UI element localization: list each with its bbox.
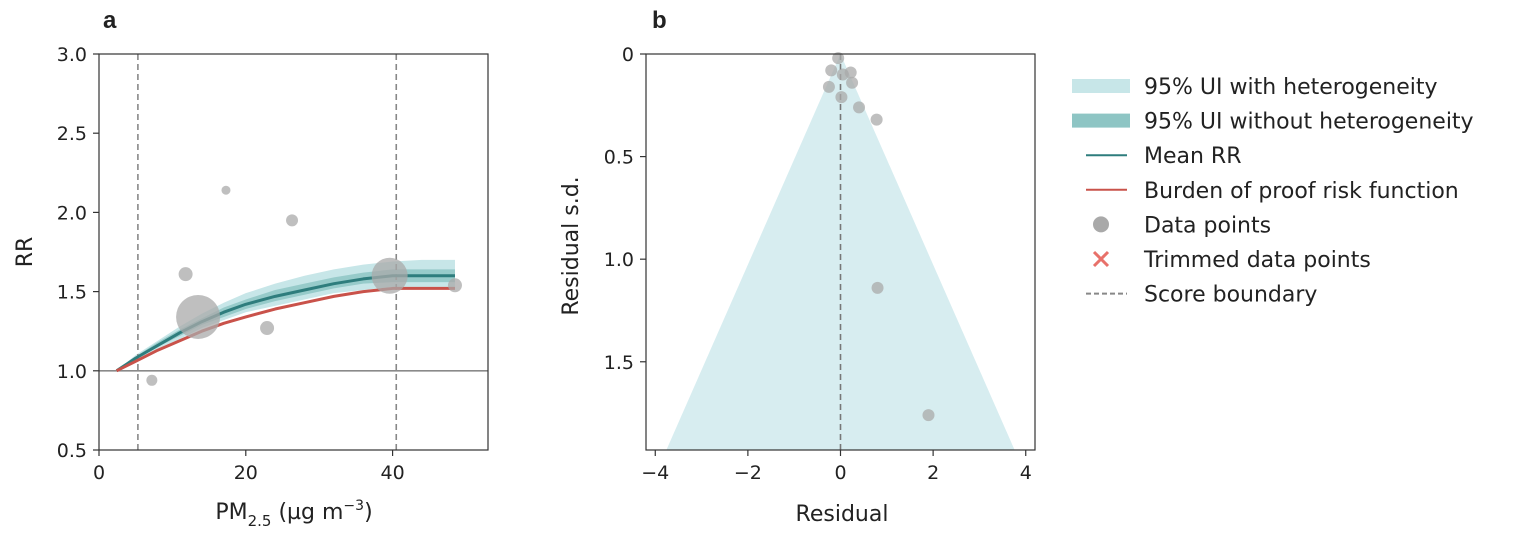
legend-swatch [1093, 216, 1109, 233]
legend-label: Trimmed data points [1143, 248, 1371, 273]
legend: 95% UI with heterogeneity 95% UI without … [1072, 75, 1474, 308]
panel-a: a 0.5 1.0 1.5 2.0 2.5 3.0 0 20 40 RR PM2.5 (µg … [13, 7, 489, 530]
legend-item-points: Data points [1093, 213, 1271, 238]
data-point [286, 214, 299, 227]
y-tick-label: 1.0 [57, 361, 87, 383]
band-without-heterogeneity [116, 269, 455, 371]
y-tick-label: 1.0 [604, 249, 634, 271]
data-point [870, 113, 883, 126]
legend-swatch [1072, 113, 1130, 128]
y-tick-label: 1.5 [57, 282, 87, 304]
legend-item-mean: Mean RR [1086, 144, 1242, 169]
y-tick-label: 0.5 [57, 440, 87, 462]
x-tick-label: −2 [734, 462, 762, 484]
data-point [832, 52, 845, 65]
legend-swatch [1092, 250, 1110, 268]
panel-a-y-axis-title: RR [13, 237, 38, 268]
x-tick-label: 4 [1020, 462, 1032, 484]
x-tick-label: 0 [93, 462, 105, 484]
data-point [844, 66, 857, 79]
panel-b-y-axis-title: Residual s.d. [559, 176, 584, 315]
x-tick-label: −4 [641, 462, 669, 484]
panel-b-x-ticks: −4 −2 0 2 4 [641, 450, 1032, 484]
y-tick-label: 0 [622, 44, 634, 66]
legend-item-boundary: Score boundary [1086, 283, 1317, 308]
band-with-heterogeneity [116, 259, 455, 371]
legend-swatch [1072, 79, 1130, 93]
legend-label: Burden of proof risk function [1144, 179, 1459, 204]
panel-a-x-ticks: 0 20 40 [93, 450, 405, 484]
x-tick-label: 20 [234, 462, 258, 484]
legend-item-band-with: 95% UI with heterogeneity [1072, 75, 1438, 100]
legend-label: Score boundary [1144, 283, 1317, 308]
data-point [846, 76, 859, 89]
data-point [447, 278, 462, 293]
x-tick-label: 0 [834, 462, 846, 484]
data-point [146, 374, 158, 386]
y-tick-label: 0.5 [604, 147, 634, 169]
data-point [178, 267, 193, 282]
funnel-region [666, 54, 1015, 450]
legend-label: Mean RR [1144, 144, 1242, 169]
data-point [835, 91, 848, 104]
panel-a-y-ticks: 0.5 1.0 1.5 2.0 2.5 3.0 [57, 44, 99, 462]
data-point [825, 64, 838, 77]
x-tick-label: 2 [927, 462, 939, 484]
panel-a-plot-area [99, 54, 488, 450]
data-point [260, 321, 275, 336]
legend-item-band-without: 95% UI without heterogeneity [1072, 110, 1474, 135]
data-point [176, 294, 221, 339]
data-point [853, 101, 866, 114]
y-tick-label: 2.5 [57, 123, 87, 145]
panel-a-frame [98, 53, 489, 451]
panel-b-y-ticks: 0 0.5 1.0 1.5 [604, 44, 646, 374]
x-tick-label: 40 [380, 462, 404, 484]
panel-b-x-axis-title: Residual [796, 502, 889, 527]
legend-label: 95% UI without heterogeneity [1144, 110, 1474, 135]
y-tick-label: 3.0 [57, 44, 87, 66]
data-point [221, 185, 231, 195]
panel-b-label: b [652, 7, 667, 34]
data-point [922, 409, 935, 422]
legend-label: 95% UI with heterogeneity [1144, 75, 1438, 100]
panel-b-plot-area [666, 52, 1015, 450]
panel-a-label: a [103, 7, 117, 34]
legend-label: Data points [1144, 213, 1271, 238]
data-point [822, 80, 835, 93]
panel-a-x-axis-title: PM2.5 (µg m−3) [215, 498, 372, 530]
legend-item-burden: Burden of proof risk function [1086, 179, 1459, 204]
y-tick-label: 2.0 [57, 202, 87, 224]
panel-b: b 0 0.5 1.0 1.5 −4 −2 0 2 4 Residual s.d. Resid… [559, 7, 1036, 527]
data-point [371, 257, 408, 294]
data-point [871, 281, 884, 294]
y-tick-label: 1.5 [604, 352, 634, 374]
legend-item-trimmed: Trimmed data points [1092, 248, 1371, 273]
